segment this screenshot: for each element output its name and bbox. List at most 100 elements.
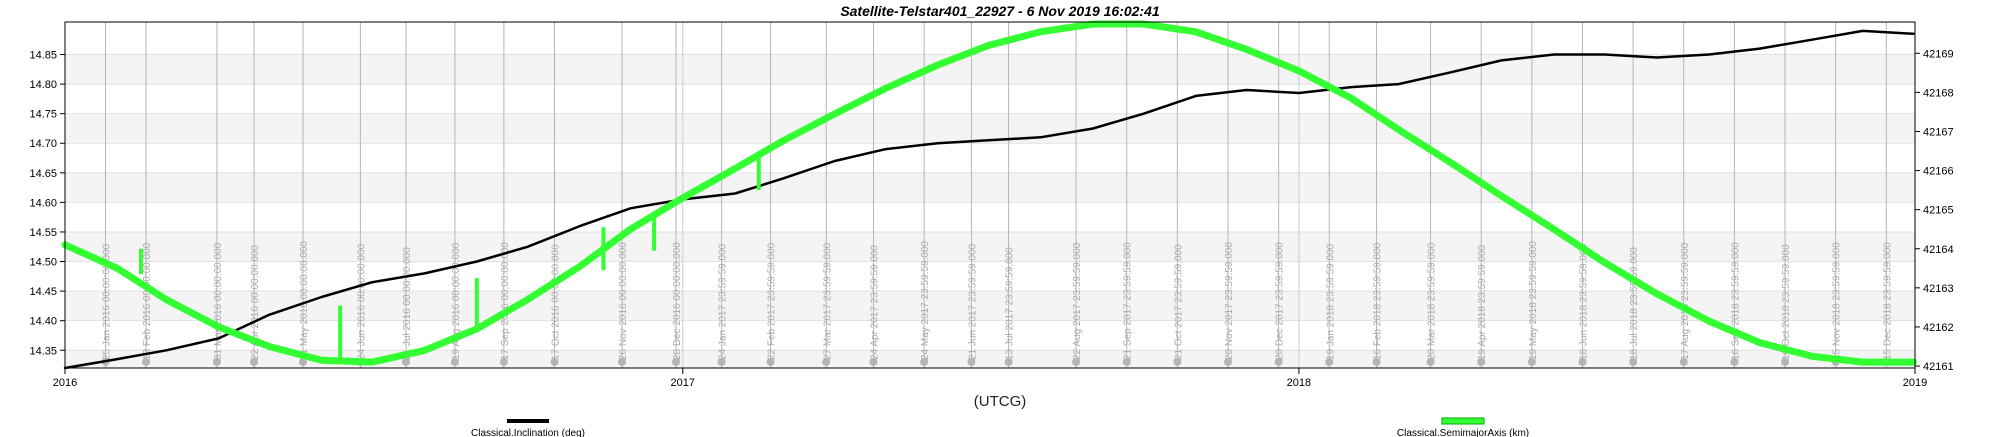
event-marker-label: 24 Apr 2017 23:59:59.000 [870,244,881,360]
event-marker-label: 25 Jan 2016 00:00:00.000 [102,243,113,360]
event-marker-label: 27 Mar 2017 23:59:59.000 [822,242,833,360]
event-marker-label: 17 Oct 2016 00:00:00.000 [551,244,562,360]
event-marker-label: 20 Mar 2018 23:59:59.000 [1427,242,1438,360]
event-marker-dot [1679,358,1688,366]
left-y-axis: 14.35 14.40 14.45 14.50 14.55 14.60 14.65 14.70… [29,50,65,357]
event-marker-dot [869,358,878,366]
grid-band [65,172,1915,203]
legend-item-inclination: Classical.Inclination (deg) [471,419,585,437]
event-marker-dot [717,358,726,366]
right-y-tick-label: 42162 [1923,322,1954,334]
left-y-tick-label: 14.70 [29,138,57,150]
grid-band [65,54,1915,85]
event-marker-label: 20 Nov 2017 23:59:59.000 [1224,242,1235,360]
event-marker-dot [1224,358,1233,366]
grid-band [65,231,1915,262]
event-marker-dot [1578,358,1587,366]
right-y-tick-label: 42168 [1923,87,1954,99]
event-marker-dot [1004,358,1013,366]
event-marker-label: 26 Nov 2016 00:00:00.000 [618,242,629,360]
event-marker-dot [822,358,831,366]
event-marker-dot [618,358,627,366]
event-marker-label: 19 Aug 2016 00:00:00.000 [451,242,462,360]
event-marker-label: 19 Jan 2018 23:59:59.000 [1325,243,1336,360]
event-marker-dot [499,358,508,366]
left-y-tick-label: 14.85 [29,50,57,62]
right-y-tick-label: 42163 [1923,283,1954,295]
event-marker-label: 21 Sep 2017 23:59:59.000 [1123,242,1134,360]
event-marker-label: 21 May 2016 00:00:00.000 [299,241,310,360]
event-marker-label: 19 Apr 2018 23:59:59.000 [1477,244,1488,360]
semimajor-axis-line [61,20,1917,366]
grid-band [65,22,1915,55]
x-tick-label: 2017 [671,377,695,389]
left-y-tick-label: 14.60 [29,197,57,209]
event-marker-label: 15 Nov 2018 23:59:59.000 [1832,242,1843,360]
event-marker-dot [1527,358,1536,366]
left-y-tick-label: 14.40 [29,316,57,328]
grid-band [65,291,1915,321]
event-marker-dot [1730,358,1739,366]
event-marker-label: 21 Oct 2017 23:59:59.000 [1173,244,1184,360]
event-marker-dot [450,358,459,366]
right-y-tick-label: 42161 [1923,361,1954,373]
event-marker-label: 17 Aug 2018 23:59:59.000 [1680,242,1691,360]
chart-title: Satellite-Telstar401_22927 - 6 Nov 2019 … [840,3,1160,19]
event-marker-dot [550,358,559,366]
right-y-tick-label: 42167 [1923,126,1954,138]
event-marker-dot [401,358,410,366]
event-marker-label: 31 Mar 2016 00:00:00.000 [213,242,224,360]
event-marker-label: 22 Apr 2016 00:00:00.000 [250,244,261,360]
legend-item-semimajor-axis: Classical.SemimajorAxis (km) [1397,417,1529,437]
event-marker-dot [1122,358,1131,366]
event-marker-label: 22 Feb 2017 23:59:59.000 [767,242,778,360]
legend-swatch-semimajor-axis [1441,417,1485,425]
event-marker-label: 17 Sep 2016 00:00:00.000 [500,242,511,360]
event-marker-dot [967,358,976,366]
event-marker-label: 24 May 2017 23:59:59.000 [920,241,931,360]
legend-label-inclination: Classical.Inclination (deg) [471,428,585,437]
left-y-tick-label: 14.50 [29,257,57,269]
legend-label-semimajor-axis: Classical.SemimajorAxis (km) [1397,428,1529,437]
event-marker-dot [1325,358,1334,366]
right-y-tick-label: 42165 [1923,205,1954,217]
left-y-tick-label: 14.80 [29,79,57,91]
inclination-line [63,29,1915,370]
grid-band [65,143,1915,173]
event-marker-label: 19 May 2018 23:59:59.000 [1528,241,1539,360]
grid-band [65,84,1915,114]
event-marker-label: 18 Feb 2016 00:00:00.000 [142,242,153,360]
event-marker-label: 24 Jan 2017 23:59:59.000 [718,243,729,360]
event-marker-dot [1173,358,1182,366]
left-y-tick-label: 14.65 [29,168,57,180]
x-tick-label: 2016 [53,377,77,389]
left-y-tick-label: 14.75 [29,109,57,121]
x-axis: 2016 2017 2018 2019 [53,368,1927,389]
event-marker-dot [766,358,775,366]
right-y-tick-label: 42169 [1923,48,1954,60]
event-marker-dot [1426,358,1435,366]
event-marker-label: 18 Jul 2018 23:59:59.000 [1629,247,1640,360]
x-axis-label: (UTCG) [974,393,1027,410]
left-y-tick-label: 14.35 [29,345,57,357]
event-marker-label: 20 Dec 2017 23:59:59.000 [1275,242,1286,360]
event-marker-label: 28 Dec 2016 00:00:00.000 [672,242,683,360]
event-marker-dot [142,358,151,366]
grid-band [65,202,1915,232]
background-bands [65,22,1915,368]
x-tick-label: 2019 [1903,377,1927,389]
grid-band [65,113,1915,144]
event-marker-dot [1781,358,1790,366]
event-marker-label: 24 Jun 2016 00:00:00.000 [356,243,367,360]
event-marker-dot [1072,358,1081,366]
grid-band [65,320,1915,351]
event-marker-label: 18 Jun 2018 23:59:59.000 [1578,243,1589,360]
event-marker-label: 16 Oct 2018 23:59:59.000 [1781,244,1792,360]
series-group [61,20,1917,370]
plot-frame [64,21,1916,369]
event-marker-dot [1274,358,1283,366]
left-y-tick-label: 14.45 [29,286,57,298]
right-y-tick-label: 42164 [1923,244,1954,256]
